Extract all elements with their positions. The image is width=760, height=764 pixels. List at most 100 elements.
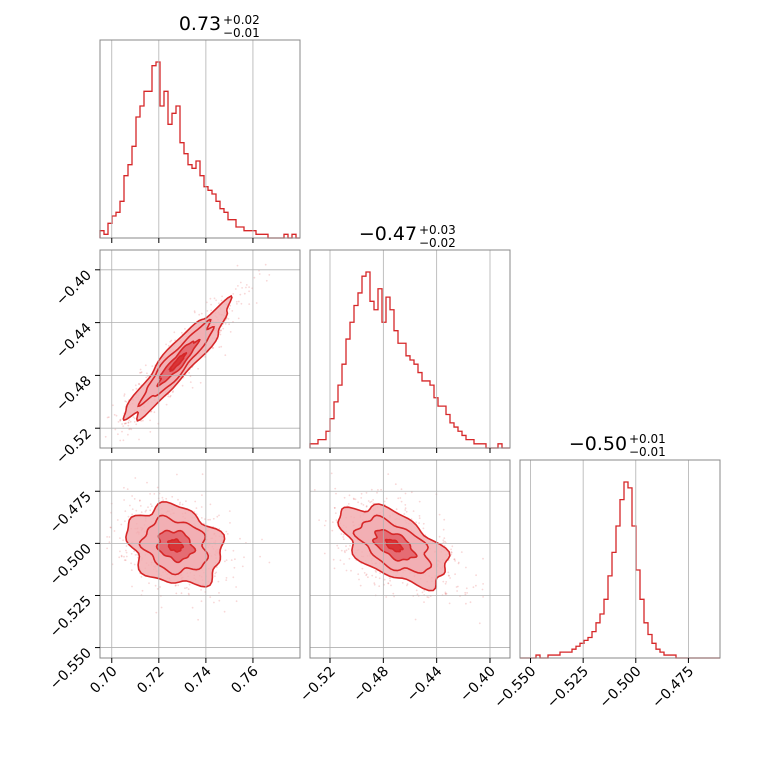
- corner-3-1-point: [212, 517, 215, 520]
- corner-2-1-point: [218, 346, 221, 348]
- corner-3-2-point: [400, 500, 403, 503]
- corner-3-2-point: [331, 529, 334, 532]
- corner-3-2-point: [347, 503, 350, 505]
- corner-2-1-point: [197, 367, 200, 370]
- hist-3-frame: [519, 459, 721, 659]
- corner-3-2-point: [374, 570, 377, 572]
- corner-3-1-point: [187, 592, 190, 595]
- corner-3-2-point: [358, 578, 360, 581]
- corner-2-1-point: [265, 279, 268, 282]
- corner-3-2-point: [342, 538, 345, 541]
- corner-3-1-point: [139, 499, 141, 502]
- corner-3-2-point: [472, 586, 475, 589]
- corner-2-1-point: [132, 416, 135, 418]
- corner-3-1-point: [209, 596, 212, 598]
- corner-3-2-point: [444, 593, 447, 595]
- xtick-label-col2-0: −0.52: [297, 664, 339, 706]
- corner-3-1-point: [229, 522, 231, 524]
- corner-3-1-point: [154, 584, 157, 587]
- corner-3-1-point: [138, 500, 141, 502]
- corner-3-2-point: [475, 574, 477, 577]
- corner-2-1-point: [127, 433, 129, 436]
- corner-3-1-point: [214, 572, 217, 575]
- hist-3-step-line: [520, 481, 720, 659]
- corner-2-1-point: [229, 331, 232, 333]
- corner-2-1-point: [140, 371, 142, 374]
- corner-2-1-point: [119, 439, 122, 442]
- corner-3-1-point: [134, 477, 137, 479]
- corner-3-2-point: [365, 573, 368, 576]
- corner-2-1-point: [220, 329, 222, 332]
- corner-2-1-contour-core: [168, 351, 188, 372]
- corner-3-2-point: [405, 510, 408, 513]
- hist-2-step-line: [309, 271, 510, 449]
- corner-3-2-point: [469, 601, 472, 604]
- corner-3-1-point: [201, 494, 203, 496]
- corner-3-2-point: [399, 497, 402, 499]
- corner-3-1-point: [118, 556, 121, 559]
- corner-3-2-point: [394, 483, 397, 486]
- corner-3-1-point: [140, 511, 143, 514]
- title-param-2: −0.47: [359, 223, 417, 245]
- corner-2-1-point: [235, 300, 238, 303]
- corner-3-2-point: [335, 519, 338, 522]
- corner-3-2-point: [372, 502, 375, 505]
- corner-3-1-point: [119, 550, 121, 553]
- corner-2-1-point: [122, 425, 125, 427]
- corner-3-2-point: [422, 527, 425, 530]
- corner-3-2-point: [450, 548, 452, 551]
- corner-3-2-point: [442, 528, 445, 531]
- corner-2-1-point: [112, 404, 114, 407]
- corner-2-1-point: [181, 384, 184, 387]
- corner-2-1-point: [209, 297, 212, 300]
- corner-3-1-frame: [99, 459, 301, 659]
- corner-3-2-point: [466, 592, 468, 594]
- corner-3-1-point: [124, 520, 126, 523]
- corner-3-2-point: [383, 500, 386, 503]
- corner-3-2-point: [389, 579, 391, 582]
- corner-3-2-point: [334, 487, 337, 490]
- corner-2-1-point: [129, 420, 132, 423]
- corner-2-1-point: [165, 343, 168, 346]
- title-param-1-upper: +0.02: [223, 13, 260, 27]
- corner-2-1-point: [188, 372, 191, 374]
- corner-3-2: [313, 472, 484, 625]
- corner-3-2-point: [442, 539, 445, 542]
- corner-3-2-point: [335, 492, 337, 495]
- corner-3-2-point: [450, 551, 453, 554]
- corner-3-2-point: [365, 505, 368, 507]
- corner-3-2-point: [450, 551, 453, 553]
- corner-3-2-point: [404, 492, 407, 495]
- corner-2-1-frame: [99, 249, 301, 449]
- corner-2-1-point: [245, 286, 247, 289]
- corner-3-1-point: [120, 523, 123, 526]
- ytick-label-row2-2: −0.48: [53, 373, 95, 415]
- corner-2-1-point: [125, 400, 128, 403]
- corner-3-2-point: [365, 574, 367, 577]
- corner-3-1-point: [131, 585, 133, 588]
- corner-3-2-point: [454, 573, 456, 576]
- corner-3-2-point: [344, 551, 346, 554]
- corner-3-1-point: [228, 510, 231, 512]
- corner-3-2-point: [464, 591, 467, 594]
- corner-3-1-point: [156, 588, 159, 590]
- corner-2-1-point: [107, 416, 110, 419]
- corner-3-1-point: [146, 481, 148, 484]
- corner-3-1-point: [234, 558, 236, 561]
- corner-3-2-point: [400, 488, 403, 491]
- corner-3-1-point: [124, 510, 127, 513]
- corner-2-1-point: [237, 317, 240, 320]
- corner-2-1-point: [236, 303, 238, 305]
- corner-3-1-point: [147, 506, 149, 509]
- title-param-3-lower: −0.01: [629, 445, 666, 459]
- corner-3-1-point: [176, 473, 178, 476]
- corner-2-1-point: [245, 284, 248, 286]
- corner-2-1-point: [147, 375, 149, 378]
- corner-2-1-point: [127, 421, 130, 424]
- corner-3-1-point: [133, 498, 136, 500]
- corner-2-1-point: [138, 382, 140, 385]
- corner-3-2-point: [354, 498, 357, 501]
- corner-3-2-point: [371, 574, 374, 577]
- corner-2-1-point: [171, 391, 174, 394]
- corner-3-2-point: [369, 501, 372, 504]
